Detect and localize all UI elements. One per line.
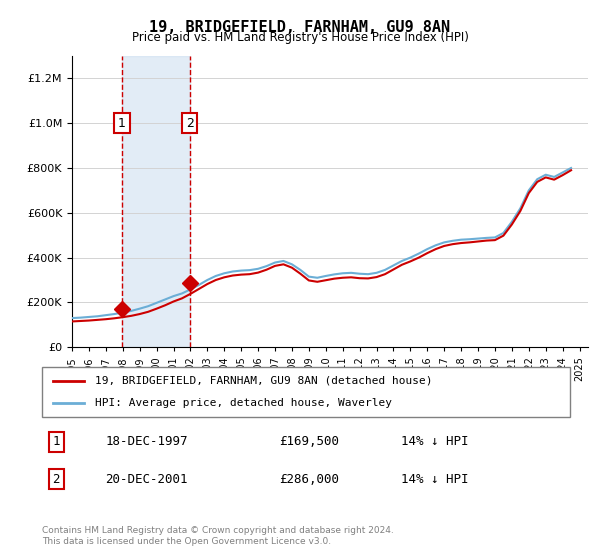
Text: £286,000: £286,000: [280, 473, 340, 486]
Text: 18-DEC-1997: 18-DEC-1997: [106, 435, 188, 449]
Text: 1: 1: [53, 435, 60, 449]
Text: 2: 2: [186, 116, 194, 130]
Text: 20-DEC-2001: 20-DEC-2001: [106, 473, 188, 486]
Text: HPI: Average price, detached house, Waverley: HPI: Average price, detached house, Wave…: [95, 398, 392, 408]
Text: £169,500: £169,500: [280, 435, 340, 449]
FancyBboxPatch shape: [42, 367, 570, 417]
Text: 14% ↓ HPI: 14% ↓ HPI: [401, 435, 469, 449]
Text: 1: 1: [118, 116, 126, 130]
Text: 19, BRIDGEFIELD, FARNHAM, GU9 8AN: 19, BRIDGEFIELD, FARNHAM, GU9 8AN: [149, 20, 451, 35]
Text: 19, BRIDGEFIELD, FARNHAM, GU9 8AN (detached house): 19, BRIDGEFIELD, FARNHAM, GU9 8AN (detac…: [95, 376, 432, 386]
Text: 14% ↓ HPI: 14% ↓ HPI: [401, 473, 469, 486]
Text: 2: 2: [53, 473, 60, 486]
Text: Contains HM Land Registry data © Crown copyright and database right 2024.
This d: Contains HM Land Registry data © Crown c…: [42, 526, 394, 546]
Text: Price paid vs. HM Land Registry's House Price Index (HPI): Price paid vs. HM Land Registry's House …: [131, 31, 469, 44]
Bar: [122, 56, 190, 347]
